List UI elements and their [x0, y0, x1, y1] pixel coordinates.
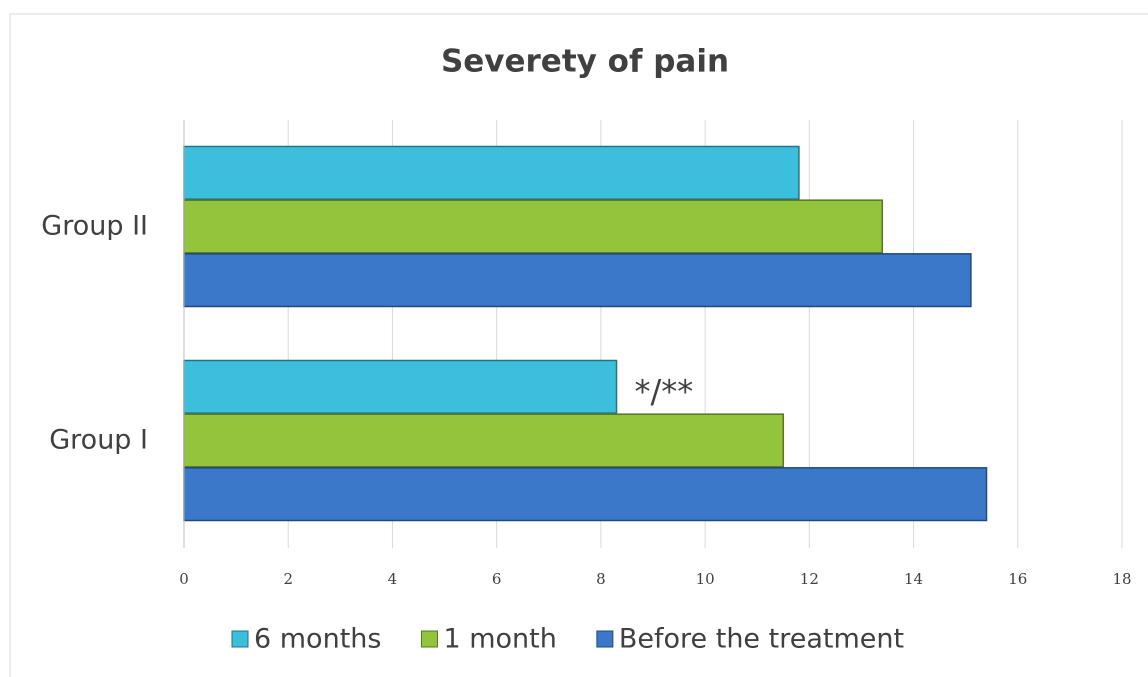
bar [183, 413, 785, 468]
bar [183, 359, 618, 414]
legend-label: 6 months [254, 624, 381, 655]
legend-label: 1 month [443, 624, 556, 655]
chart-frame [9, 13, 1148, 677]
x-tick-label: 10 [696, 570, 715, 588]
x-tick-label: 14 [904, 570, 923, 588]
bar [183, 467, 988, 522]
x-tick-label: 6 [492, 570, 502, 588]
x-tick-label: 2 [283, 570, 293, 588]
legend-label: Before the treatment [619, 624, 904, 655]
y-tick-label: Group II [41, 211, 148, 242]
bar [183, 199, 884, 254]
x-tick-label: 8 [596, 570, 606, 588]
annotation: */** [635, 372, 694, 410]
legend-swatch [420, 630, 438, 648]
y-tick-label: Group I [49, 425, 148, 456]
x-tick-label: 0 [179, 570, 189, 588]
x-tick-label: 4 [388, 570, 398, 588]
x-tick-label: 18 [1112, 570, 1131, 588]
x-tick-label: 16 [1008, 570, 1027, 588]
bar [183, 145, 800, 200]
legend-swatch [231, 630, 249, 648]
chart-title: Severety of pain [441, 44, 729, 80]
bar [183, 253, 972, 308]
x-tick-label: 12 [800, 570, 819, 588]
legend-swatch [596, 630, 614, 648]
